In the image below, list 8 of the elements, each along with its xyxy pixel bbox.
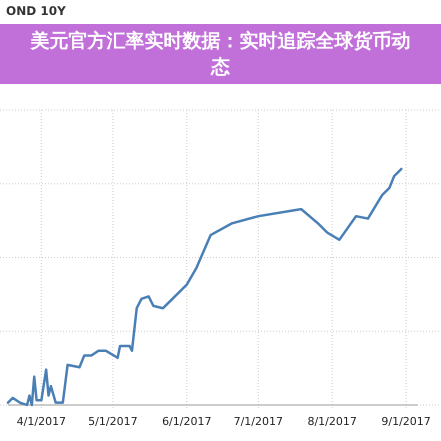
chart-title: OND 10Y	[6, 4, 66, 18]
x-tick-label: 6/1/2017	[162, 415, 212, 428]
x-tick-label: 9/1/2017	[381, 415, 431, 428]
chart-subtitle: 美元官方汇率实时数据：实时追踪全球货币动态	[0, 24, 441, 84]
x-tick-label: 7/1/2017	[234, 415, 283, 428]
x-tick-label: 5/1/2017	[88, 415, 138, 428]
x-tick-label: 8/1/2017	[307, 415, 357, 428]
x-tick-label: 4/1/2017	[16, 415, 66, 428]
